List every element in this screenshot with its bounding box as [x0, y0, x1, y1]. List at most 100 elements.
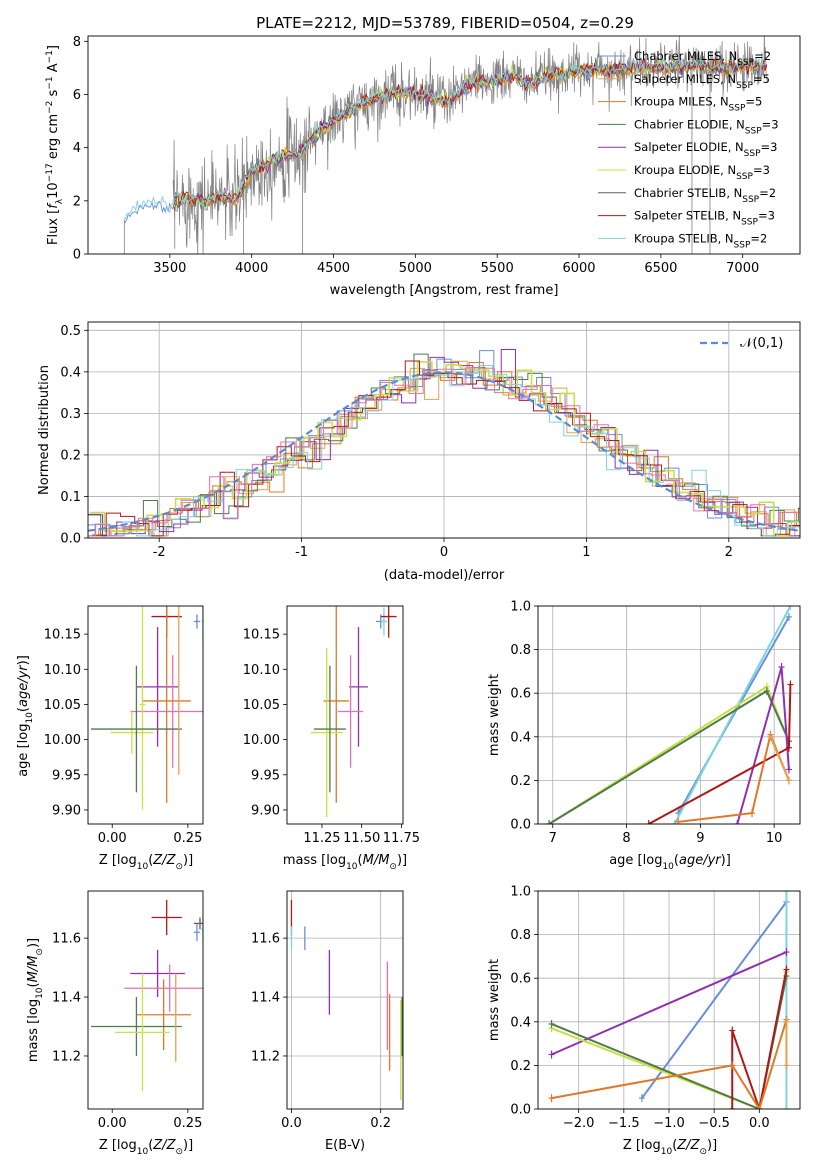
y-tick-label: 11.6	[52, 932, 81, 947]
plot-area	[546, 606, 794, 824]
text-part: =3	[761, 140, 778, 154]
x-tick-label: 11.75	[383, 831, 420, 846]
text-part: 10	[25, 712, 35, 724]
text-part: 10	[346, 862, 358, 872]
model-spectrum	[172, 60, 768, 211]
text-part: Kroupa MILES, N	[634, 95, 729, 109]
x-tick-label: 6500	[644, 261, 677, 276]
data-point	[323, 606, 349, 803]
data-point	[193, 923, 200, 942]
data-point	[380, 607, 388, 636]
series-line	[548, 689, 790, 824]
y-tick-label: 9.95	[251, 768, 280, 783]
plot-area	[310, 606, 397, 817]
x-tick-label: 0.2	[370, 1116, 391, 1131]
normal-curve	[88, 371, 800, 532]
x-tick-label: 0.25	[173, 1116, 202, 1131]
y-tick-label: 8	[73, 35, 81, 50]
text-part: Kroupa ELODIE, N	[634, 163, 736, 177]
x-tick-label: 7	[549, 831, 557, 846]
axes-frame	[537, 890, 801, 1110]
text-part: )]	[16, 655, 31, 665]
text-part: (	[148, 1138, 153, 1153]
x-tick-label: -1	[295, 545, 308, 560]
data-point	[115, 973, 170, 1092]
y-tick-label: 0.2	[510, 774, 531, 789]
x-tick-label: 10	[766, 831, 783, 846]
data-point	[136, 979, 191, 1051]
text-part: =5	[753, 72, 770, 86]
y-tick-label: 0.0	[510, 1103, 531, 1118]
y-tick-label: 1.0	[510, 885, 531, 900]
x-tick-label: −0.5	[698, 1116, 730, 1131]
data-point	[91, 665, 182, 793]
text-part: −1	[45, 76, 55, 89]
y-tick-label: 10.05	[243, 698, 280, 713]
series-line	[641, 901, 788, 1099]
data-point	[201, 917, 203, 942]
text-part: 10	[137, 862, 149, 872]
y-tick-label: 0.4	[510, 1015, 531, 1030]
panel-residuals: -2 -1 0 1 2 0.0 0.1 0.2 0.3 0.4 0.5 𝒩(0,1) (data-mod…	[37, 321, 801, 583]
y-tick-label: 0.8	[510, 643, 531, 658]
x-tick-label: 2	[725, 545, 733, 560]
data-point	[380, 606, 397, 638]
text-part: M/M	[26, 956, 41, 983]
y-tick-label: 0.2	[510, 1059, 531, 1074]
histogram	[90, 361, 800, 537]
x-axis-label: Z [log10(Z/Z⊙)]	[99, 1138, 193, 1157]
x-axis-label: E(B-V)	[325, 1138, 365, 1153]
legend-label: Chabrier MILES, NSSP=2	[634, 49, 771, 68]
x-tick-label: 0.00	[98, 1116, 127, 1131]
data-point	[130, 949, 185, 998]
text-part: Salpeter ELODIE, N	[634, 140, 744, 154]
x-tick-label: 5500	[481, 261, 514, 276]
data-point	[193, 917, 203, 930]
y-tick-label: 0.6	[510, 687, 531, 702]
x-axis-label: Z [log10(Z/Z⊙)]	[623, 1138, 717, 1157]
text-part: SSP	[745, 126, 762, 136]
text-part: erg cm	[46, 114, 61, 163]
panel-age_vs_Z: 0.00 0.25 9.90 9.95 10.00 10.05 10.10 10.15 Z [l…	[16, 605, 204, 872]
text-part: Chabrier MILES, N	[634, 49, 737, 63]
text-part: −1	[45, 50, 55, 63]
x-tick-label: 4000	[235, 261, 268, 276]
series-line	[673, 606, 792, 824]
text-part: )]	[721, 853, 731, 868]
series-line	[648, 684, 792, 824]
y-tick-label: 10.15	[44, 628, 81, 643]
text-part: )]	[397, 853, 407, 868]
text-part: −17	[45, 163, 55, 182]
y-axis-label: mass weight	[487, 959, 502, 1041]
x-axis-label: mass [log10(M/M⊙)]	[283, 853, 407, 872]
histogram	[93, 365, 800, 537]
text-part: 10	[662, 862, 674, 872]
text-part: 10	[137, 1147, 149, 1157]
y-axis-label: age [log10(age/yr)]	[16, 655, 35, 777]
text-part: (	[358, 853, 363, 868]
text-part: age/yr	[679, 853, 722, 868]
text-part: =2	[750, 231, 767, 245]
text-part: SSP	[737, 58, 754, 68]
legend-label: Kroupa STELIB, NSSP=2	[634, 231, 767, 250]
x-tick-label: 6000	[562, 261, 595, 276]
text-part: Flux [	[46, 209, 61, 245]
data-point	[348, 627, 369, 747]
text-part: =3	[758, 209, 775, 223]
plot-area	[548, 891, 790, 1109]
text-part: 10	[661, 1147, 673, 1157]
text-part: =2	[759, 186, 776, 200]
axes-frame	[286, 605, 404, 825]
text-part: )]	[707, 1138, 717, 1153]
data-point	[110, 711, 154, 754]
text-part: Chabrier ELODIE, N	[634, 117, 745, 131]
y-axis-label: mass [log10(M/M⊙)]	[26, 938, 45, 1062]
axes-frame	[286, 890, 404, 1110]
data-point	[310, 648, 343, 817]
text-part: Kroupa STELIB, N	[634, 231, 734, 245]
axes-frame	[87, 35, 801, 255]
plot-area	[91, 606, 203, 810]
text-part: (	[26, 982, 41, 987]
series-line	[548, 685, 790, 824]
